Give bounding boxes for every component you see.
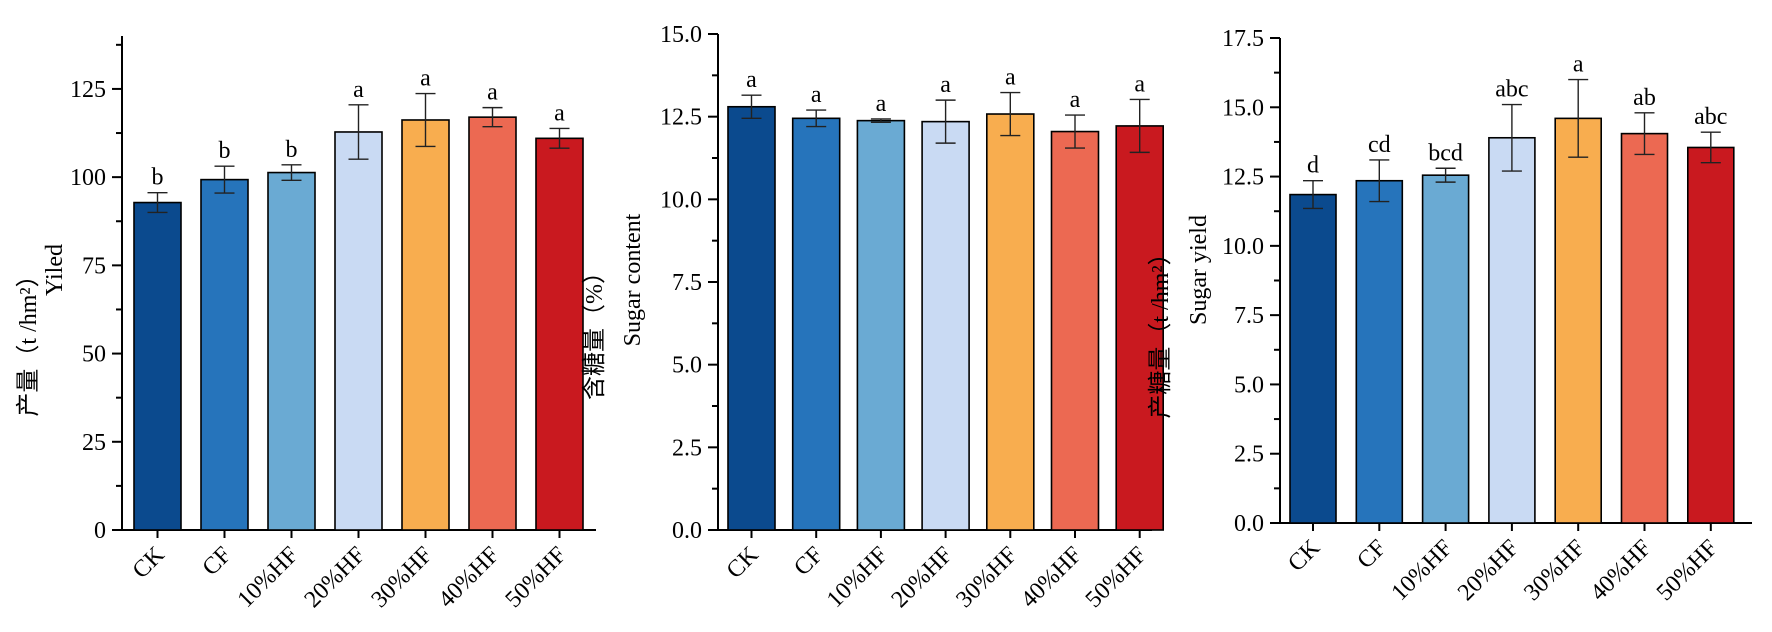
y-tick-label: 10.0 <box>660 187 702 213</box>
y-tick-label: 0.0 <box>672 518 702 544</box>
y-tick-label: 2.5 <box>1234 442 1264 468</box>
significance-label: a <box>1005 65 1016 91</box>
category-label-CK: CK <box>128 541 170 583</box>
bar-50%HF <box>1115 125 1164 531</box>
y-tick-label: 75 <box>82 253 106 279</box>
category-label-30%HF: 30%HF <box>951 542 1022 613</box>
bar-CK <box>133 201 182 531</box>
category-label-40%HF: 40%HF <box>434 542 505 613</box>
bar-10%HF <box>267 171 316 531</box>
chart-panel-1: 0 25 50 75 100 125 b CK b CF b 10%HF a 20%HF a 30%HF a 40… <box>15 36 596 613</box>
category-label-CF: CF <box>198 542 237 581</box>
y-tick-label: 15.0 <box>660 22 702 48</box>
significance-label: a <box>487 80 498 106</box>
bar-CF <box>200 178 249 531</box>
y-axis-title-en: Yiled <box>42 244 68 296</box>
bar-50%HF <box>535 137 584 531</box>
y-tick-label: 7.5 <box>1234 303 1264 329</box>
bar-50%HF <box>1687 146 1735 524</box>
chart-panel-2: 0.0 2.5 5.0 7.5 10.0 12.5 15.0 a CK a CF a 10%HF a 20%… <box>581 22 1164 613</box>
category-label-CF: CF <box>1352 535 1391 574</box>
y-tick-label: 17.5 <box>1222 26 1264 52</box>
significance-label: abc <box>1694 104 1727 130</box>
category-label-50%HF: 50%HF <box>1652 535 1723 606</box>
category-label-50%HF: 50%HF <box>1081 542 1152 613</box>
bar-CF <box>791 117 841 531</box>
y-axis-title-en: Sugar content <box>620 213 646 346</box>
y-tick-label: 10.0 <box>1222 234 1264 260</box>
bar-20%HF <box>921 120 970 531</box>
significance-label: a <box>353 77 364 103</box>
category-label-CF: CF <box>789 542 828 581</box>
category-label-10%HF: 10%HF <box>822 542 893 613</box>
category-label-40%HF: 40%HF <box>1016 542 1087 613</box>
chart-panel-3: 0.0 2.5 5.0 7.5 10.0 12.5 15.0 17.5 d CK cd CF bcd 10… <box>1147 26 1752 606</box>
y-tick-label: 7.5 <box>672 270 702 296</box>
y-tick-label: 12.5 <box>660 105 702 131</box>
bar-10%HF <box>856 119 906 531</box>
bar-10%HF <box>1421 174 1470 524</box>
significance-label: a <box>876 91 887 117</box>
bar-CK <box>1289 193 1337 524</box>
category-label-20%HF: 20%HF <box>300 542 371 613</box>
category-label-50%HF: 50%HF <box>501 542 572 613</box>
significance-label: a <box>420 66 431 92</box>
bar-30%HF <box>985 113 1035 531</box>
bar-40%HF <box>468 116 517 531</box>
bar-40%HF <box>1050 130 1100 531</box>
y-axis-title-en: Sugar yield <box>1186 215 1212 325</box>
y-axis-title-cn: 含糖量（%） <box>581 260 608 400</box>
category-label-20%HF: 20%HF <box>1453 535 1524 606</box>
category-label-20%HF: 20%HF <box>887 542 958 613</box>
category-label-30%HF: 30%HF <box>367 542 438 613</box>
y-tick-label: 12.5 <box>1222 165 1264 191</box>
category-label-10%HF: 10%HF <box>1387 535 1458 606</box>
bar-CK <box>727 105 776 531</box>
bar-40%HF <box>1620 132 1669 524</box>
y-tick-label: 125 <box>70 77 106 103</box>
bar-30%HF <box>401 119 450 531</box>
y-tick-label: 0 <box>94 518 106 544</box>
significance-label: a <box>746 67 757 93</box>
y-tick-label: 100 <box>70 165 106 191</box>
y-tick-label: 25 <box>82 430 106 456</box>
significance-label: a <box>811 82 822 108</box>
y-tick-label: 50 <box>82 342 106 368</box>
y-tick-label: 5.0 <box>672 353 702 379</box>
significance-label: b <box>286 137 298 163</box>
y-tick-label: 0.0 <box>1234 511 1264 537</box>
category-label-CK: CK <box>722 541 764 583</box>
bar-20%HF <box>334 131 383 531</box>
category-label-10%HF: 10%HF <box>233 542 304 613</box>
y-tick-label: 15.0 <box>1222 95 1264 121</box>
bar-30%HF <box>1554 117 1602 524</box>
significance-label: a <box>1573 52 1584 78</box>
significance-label: a <box>554 100 565 126</box>
bar-20%HF <box>1488 136 1536 524</box>
significance-label: abc <box>1495 77 1528 103</box>
significance-label: d <box>1307 153 1319 179</box>
significance-label: a <box>1134 71 1145 97</box>
significance-label: ab <box>1633 85 1656 111</box>
category-label-30%HF: 30%HF <box>1519 535 1590 606</box>
y-axis-title-cn: 产糖量（t /hm²） <box>1147 241 1174 418</box>
significance-label: a <box>940 72 951 98</box>
significance-label: a <box>1070 87 1081 113</box>
y-tick-label: 2.5 <box>672 435 702 461</box>
bar-CF <box>1355 179 1404 524</box>
significance-label: b <box>152 165 164 191</box>
y-tick-label: 5.0 <box>1234 372 1264 398</box>
y-axis-title-cn: 产量（t /hm²） <box>15 263 42 416</box>
significance-label: cd <box>1368 132 1391 158</box>
category-label-40%HF: 40%HF <box>1586 535 1657 606</box>
category-label-CK: CK <box>1283 534 1325 576</box>
significance-label: bcd <box>1428 140 1463 166</box>
significance-label: b <box>219 138 231 164</box>
